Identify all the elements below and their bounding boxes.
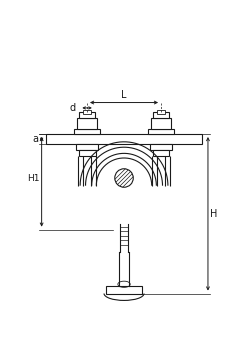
Bar — [157, 110, 165, 114]
Bar — [151, 118, 171, 129]
Bar — [79, 112, 95, 118]
Text: H1: H1 — [27, 173, 39, 183]
Bar — [106, 286, 142, 293]
Text: L: L — [121, 90, 127, 100]
Bar — [76, 144, 98, 149]
Bar — [77, 118, 97, 129]
Bar — [153, 112, 169, 118]
Text: H: H — [210, 209, 218, 219]
Bar — [150, 144, 172, 149]
Bar — [148, 129, 174, 134]
Bar — [74, 129, 100, 134]
Circle shape — [115, 169, 133, 187]
Text: d: d — [69, 103, 76, 113]
Text: a: a — [33, 134, 38, 144]
Bar — [79, 149, 96, 156]
Bar — [46, 134, 202, 144]
Bar — [83, 110, 91, 114]
Bar — [152, 149, 169, 156]
